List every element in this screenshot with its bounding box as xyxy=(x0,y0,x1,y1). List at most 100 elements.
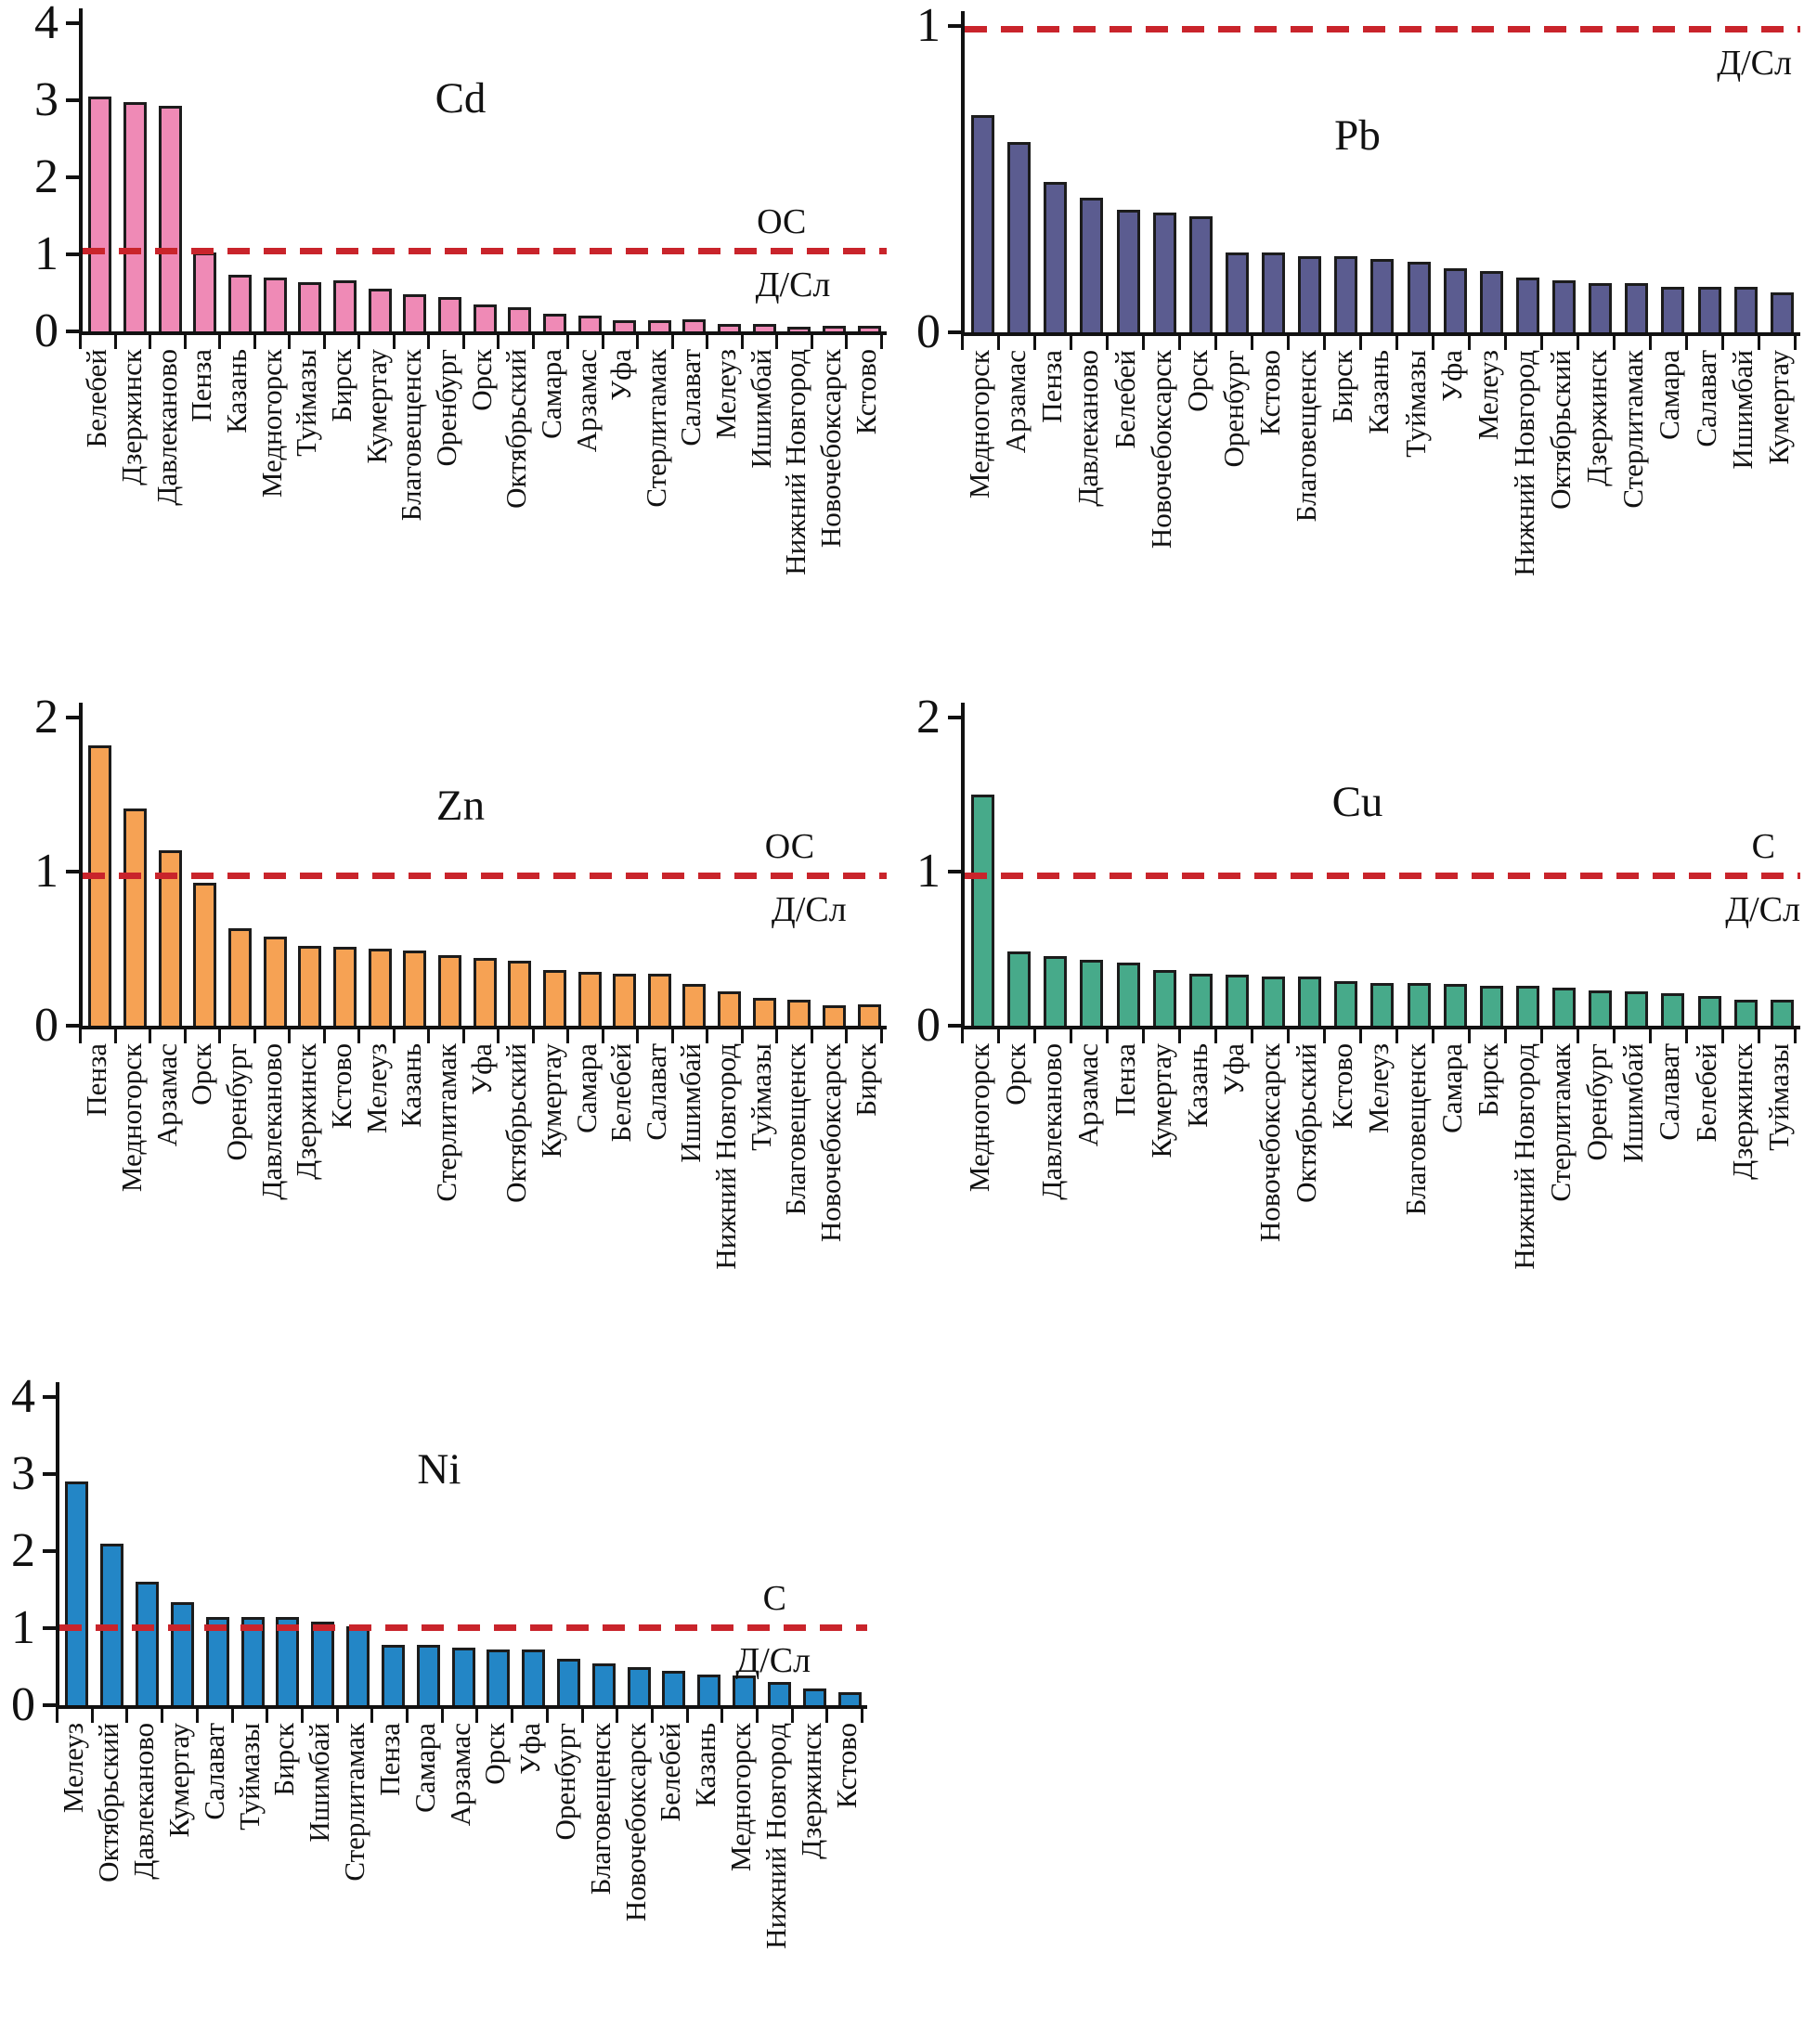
bar xyxy=(647,973,671,1026)
x-tick xyxy=(997,1029,1033,1043)
x-label-cell: Салават xyxy=(196,1723,231,1826)
x-tick xyxy=(706,1029,741,1043)
bar-column xyxy=(762,1397,798,1705)
x-axis-ticks xyxy=(79,335,883,349)
x-tick xyxy=(1649,336,1685,350)
x-tick xyxy=(113,1029,149,1043)
x-axis-label: Октябрьский xyxy=(1544,350,1577,510)
y-tick-label: 0 xyxy=(34,999,58,1052)
bar xyxy=(508,961,532,1026)
x-axis-label: Нижний Новгород xyxy=(759,1723,792,1949)
x-axis-label: Самара xyxy=(534,349,567,439)
x-label-cell: Белебей xyxy=(653,1723,688,1828)
bar-column xyxy=(1183,26,1219,332)
y-tick: 0 xyxy=(916,1002,961,1050)
bar-column xyxy=(1110,718,1147,1026)
bar xyxy=(697,1674,721,1705)
bar xyxy=(1770,999,1794,1026)
x-tick xyxy=(1613,1029,1649,1043)
bar xyxy=(1116,210,1140,332)
bar xyxy=(487,1649,511,1705)
bar xyxy=(276,1617,300,1705)
bar xyxy=(823,1005,847,1026)
x-label-cell: Новочебоксарск xyxy=(617,1723,653,1927)
plot-area: 0 1 2 3 4 Ni С Д/Сл xyxy=(11,1373,867,1729)
x-label-cell: Нижний Новгород xyxy=(759,1723,794,1955)
bar xyxy=(823,326,847,331)
x-tick xyxy=(1251,336,1287,350)
x-axis-label: Казань xyxy=(219,349,253,433)
x-tick xyxy=(322,335,358,349)
x-label-cell: Дзержинск xyxy=(1724,1043,1760,1185)
threshold-line xyxy=(83,873,887,880)
x-label-cell: Уфа xyxy=(604,349,639,407)
bar xyxy=(1625,991,1649,1026)
bar xyxy=(381,1645,405,1705)
x-tick xyxy=(616,1709,651,1723)
bar xyxy=(1225,252,1249,332)
x-tick xyxy=(1214,336,1251,350)
x-axis-label: Туймазы xyxy=(1761,1043,1795,1151)
bar-column xyxy=(502,718,538,1026)
bar xyxy=(170,1601,194,1705)
x-tick xyxy=(1685,1029,1721,1043)
x-axis-label: Нижний Новгород xyxy=(1507,350,1540,576)
bar-column xyxy=(362,23,397,331)
x-axis-label: Арзамас xyxy=(443,1723,476,1827)
y-tick-label: 2 xyxy=(34,691,58,744)
bar-column xyxy=(118,718,153,1026)
x-axis-label: Орск xyxy=(478,1723,512,1785)
x-tick xyxy=(1432,1029,1468,1043)
bar-column xyxy=(328,23,363,331)
x-axis-label: Медногорск xyxy=(963,1043,996,1193)
x-axis-label: Кумертау xyxy=(534,1043,567,1158)
x-label-cell: Казань xyxy=(394,1043,429,1133)
bar-column xyxy=(257,718,292,1026)
bar xyxy=(662,1670,686,1705)
x-label-cell: Октябрьский xyxy=(91,1723,126,1888)
x-label-cell: Кстово xyxy=(1324,1043,1360,1134)
bar-column xyxy=(782,718,817,1026)
x-label-cell: Самара xyxy=(534,349,569,445)
bar xyxy=(1697,996,1721,1026)
x-label-cell: Бирск xyxy=(324,349,359,428)
y-tick-label: 2 xyxy=(11,1524,35,1577)
x-tick xyxy=(1178,1029,1214,1043)
x-axis-label: Мелеуз xyxy=(57,1723,90,1814)
bar xyxy=(1661,286,1685,332)
plot-area: 0 1 2 3 4 Cd ОС Д/Сл xyxy=(34,0,887,356)
bar xyxy=(123,101,147,331)
x-tick xyxy=(149,1029,184,1043)
bar xyxy=(1152,970,1176,1026)
bar-column xyxy=(1473,26,1510,332)
x-tick xyxy=(601,1029,637,1043)
y-tick-label: 4 xyxy=(34,0,58,49)
x-tick xyxy=(601,335,637,349)
x-axis-label: Давлеканово xyxy=(149,349,183,506)
bar-column xyxy=(130,1397,165,1705)
bar-column xyxy=(1364,718,1400,1026)
x-tick xyxy=(961,1029,997,1043)
bar xyxy=(1661,993,1685,1026)
x-axis-label: Кумертау xyxy=(359,349,393,464)
x-label-cell: Нижний Новгород xyxy=(1506,350,1542,582)
x-axis-label: Новочебоксарск xyxy=(814,349,848,549)
x-axis-label: Казань xyxy=(1180,1043,1213,1128)
y-tick: 1 xyxy=(916,847,961,896)
x-axis-label: Мелеуз xyxy=(1471,350,1504,441)
x-label-cell: Орск xyxy=(997,1043,1033,1111)
chart-title: Zn xyxy=(435,782,486,830)
x-tick xyxy=(997,336,1033,350)
bar xyxy=(1262,976,1286,1026)
threshold-label-below: Д/Сл xyxy=(1717,44,1792,83)
y-tick-label: 1 xyxy=(11,1601,35,1654)
x-axis-label: Дзержинск xyxy=(1725,1043,1759,1180)
bar xyxy=(227,274,252,331)
x-axis-label: Новочебоксарск xyxy=(1253,1043,1287,1243)
bar-column xyxy=(1655,26,1691,332)
chart-title: Cu xyxy=(1331,778,1383,826)
bar xyxy=(542,313,566,331)
bar-column xyxy=(538,718,573,1026)
bar-column xyxy=(1255,718,1291,1026)
